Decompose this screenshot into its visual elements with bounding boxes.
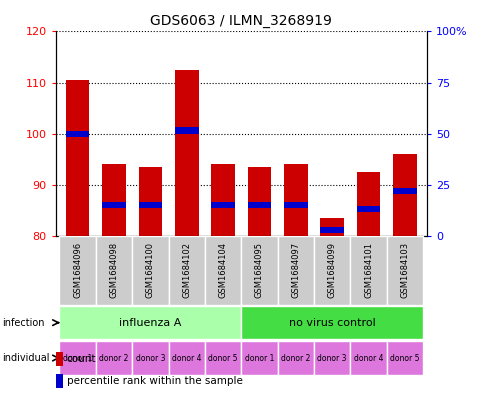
Text: GSM1684097: GSM1684097 xyxy=(291,242,300,298)
Title: GDS6063 / ILMN_3268919: GDS6063 / ILMN_3268919 xyxy=(150,14,332,28)
Text: GSM1684095: GSM1684095 xyxy=(255,242,263,298)
Text: GSM1684104: GSM1684104 xyxy=(218,242,227,298)
Bar xyxy=(102,164,125,236)
Text: donor 4: donor 4 xyxy=(353,354,382,362)
Text: infection: infection xyxy=(2,318,45,328)
Text: GSM1684102: GSM1684102 xyxy=(182,242,191,298)
Bar xyxy=(59,342,95,375)
Bar xyxy=(59,306,241,339)
Text: GSM1684103: GSM1684103 xyxy=(400,242,408,298)
Bar xyxy=(211,164,234,236)
Text: individual: individual xyxy=(2,353,50,363)
Bar xyxy=(175,127,198,134)
Bar xyxy=(102,202,125,208)
Bar xyxy=(320,218,343,236)
Text: donor 2: donor 2 xyxy=(99,354,128,362)
Bar xyxy=(356,172,379,236)
Bar xyxy=(320,227,343,233)
Bar xyxy=(138,202,162,208)
Bar xyxy=(168,236,204,305)
Bar xyxy=(138,167,162,236)
Text: donor 5: donor 5 xyxy=(208,354,237,362)
Bar xyxy=(386,236,422,305)
Bar xyxy=(211,202,234,208)
Text: influenza A: influenza A xyxy=(119,318,181,328)
Bar xyxy=(59,236,95,305)
Bar xyxy=(66,130,89,137)
Bar xyxy=(277,236,314,305)
Bar xyxy=(56,374,62,388)
Bar xyxy=(393,154,416,236)
Bar xyxy=(66,80,89,236)
Bar xyxy=(349,236,386,305)
Bar xyxy=(241,236,277,305)
Bar xyxy=(95,342,132,375)
Bar xyxy=(168,342,204,375)
Text: count: count xyxy=(67,354,96,364)
Text: no virus control: no virus control xyxy=(288,318,375,328)
Text: donor 5: donor 5 xyxy=(390,354,419,362)
Bar xyxy=(284,164,307,236)
Text: donor 1: donor 1 xyxy=(244,354,273,362)
Bar xyxy=(356,206,379,212)
Bar xyxy=(386,342,422,375)
Bar xyxy=(247,202,271,208)
Bar xyxy=(132,236,168,305)
Bar xyxy=(247,167,271,236)
Bar xyxy=(284,202,307,208)
Text: donor 1: donor 1 xyxy=(63,354,92,362)
Bar xyxy=(241,342,277,375)
Bar xyxy=(314,236,349,305)
Bar xyxy=(349,342,386,375)
Bar xyxy=(277,342,314,375)
Bar xyxy=(175,70,198,236)
Bar xyxy=(393,188,416,194)
Bar xyxy=(56,353,62,366)
Bar xyxy=(204,342,241,375)
Bar xyxy=(204,236,241,305)
Text: GSM1684100: GSM1684100 xyxy=(146,242,154,298)
Text: donor 4: donor 4 xyxy=(172,354,201,362)
Text: GSM1684099: GSM1684099 xyxy=(327,242,336,298)
Text: percentile rank within the sample: percentile rank within the sample xyxy=(67,376,242,386)
Bar xyxy=(132,342,168,375)
Text: donor 3: donor 3 xyxy=(317,354,346,362)
Text: GSM1684096: GSM1684096 xyxy=(73,242,82,298)
Text: donor 2: donor 2 xyxy=(281,354,310,362)
Text: GSM1684098: GSM1684098 xyxy=(109,242,118,298)
Text: donor 3: donor 3 xyxy=(136,354,165,362)
Bar xyxy=(95,236,132,305)
Bar xyxy=(241,306,422,339)
Bar xyxy=(314,342,349,375)
Text: GSM1684101: GSM1684101 xyxy=(363,242,372,298)
